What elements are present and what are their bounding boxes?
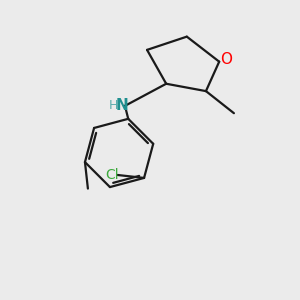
Text: H: H: [109, 99, 119, 112]
Text: N: N: [116, 98, 128, 113]
Text: Cl: Cl: [105, 168, 119, 182]
Text: O: O: [220, 52, 232, 67]
